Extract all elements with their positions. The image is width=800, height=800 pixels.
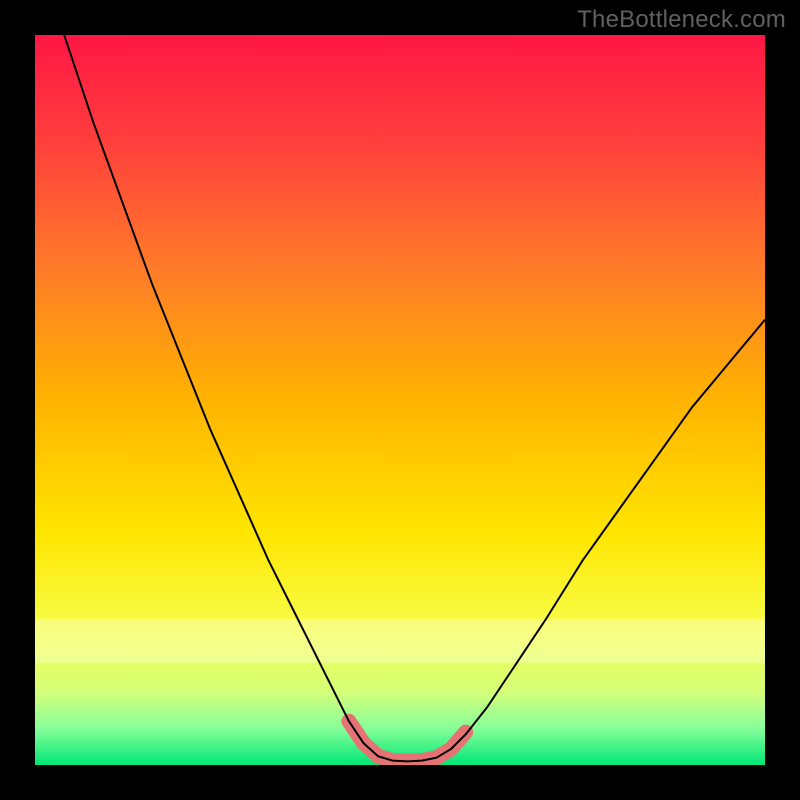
watermark-text: TheBottleneck.com xyxy=(577,6,786,34)
figure-root: TheBottleneck.com xyxy=(0,0,800,800)
highlight-band xyxy=(35,619,765,663)
chart-svg xyxy=(0,0,800,800)
